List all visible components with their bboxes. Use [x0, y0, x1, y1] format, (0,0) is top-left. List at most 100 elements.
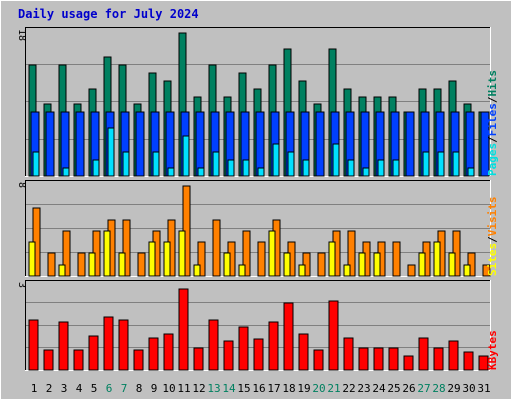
pages-bar [92, 159, 100, 177]
chart-title: Daily usage for July 2024 [18, 7, 199, 21]
files-bar [465, 111, 475, 177]
sites-bar [298, 264, 306, 277]
sites-bar [283, 252, 291, 277]
sites-bar [223, 252, 231, 277]
files-bar [45, 111, 55, 177]
kbytes-bar [343, 337, 354, 371]
panel-bottom: 3 KBytes [16, 280, 499, 371]
day-label: 16 [252, 382, 265, 395]
kbytes-bar [253, 338, 264, 371]
kbytes-bar [208, 319, 219, 371]
files-bar [135, 111, 145, 177]
sites-bar [373, 252, 381, 277]
pages-bar [452, 151, 460, 177]
sites-bar [268, 230, 276, 277]
sites-bar [418, 252, 426, 277]
legend-bottom: KBytes [486, 330, 499, 370]
visits-bar [407, 264, 416, 277]
pages-bar [362, 167, 370, 177]
sites-bar [148, 241, 156, 277]
visits-bar [137, 252, 146, 277]
kbytes-bar [403, 355, 414, 371]
kbytes-bar [223, 340, 234, 371]
day-label: 13 [207, 382, 220, 395]
day-label: 7 [121, 382, 128, 395]
pages-bar [167, 167, 175, 177]
pages-bar [377, 159, 385, 177]
visits-bar [212, 219, 221, 277]
sites-bar [463, 264, 471, 277]
day-label: 12 [192, 382, 205, 395]
pages-bar [62, 167, 70, 177]
day-label: 22 [342, 382, 355, 395]
legend-item: / [486, 136, 499, 143]
kbytes-bar [238, 326, 249, 371]
legend-top: Pages/Files/Hits [486, 70, 499, 176]
kbytes-bar [193, 347, 204, 371]
visits-bar [62, 230, 71, 277]
day-label: 2 [46, 382, 53, 395]
kbytes-bar [163, 333, 174, 371]
visits-bar [47, 252, 56, 277]
visits-bar [482, 264, 491, 277]
visits-bar [392, 241, 401, 277]
kbytes-bar [328, 300, 339, 371]
sites-bar [343, 264, 351, 277]
pages-bar [347, 159, 355, 177]
sites-bar [193, 264, 201, 277]
pages-bar [227, 159, 235, 177]
visits-bar [257, 241, 266, 277]
pages-bar [122, 151, 130, 177]
kbytes-bar [133, 349, 144, 371]
files-bar [75, 111, 85, 177]
files-bar [195, 111, 205, 177]
kbytes-bar [478, 355, 489, 371]
day-label: 18 [282, 382, 295, 395]
kbytes-bar [358, 347, 369, 371]
sites-bar [163, 241, 171, 277]
legend-middle: Sites/Visits [486, 197, 499, 277]
kbytes-bar [148, 337, 159, 371]
legend-item: / [486, 96, 499, 103]
kbytes-bar [118, 319, 129, 371]
kbytes-bar [463, 351, 474, 371]
sites-bar [88, 252, 96, 277]
day-label: 26 [402, 382, 415, 395]
pages-bar [332, 143, 340, 177]
files-bar [405, 111, 415, 177]
sites-bar [328, 241, 336, 277]
kbytes-bar [73, 349, 84, 371]
pages-bar [467, 167, 475, 177]
day-label: 5 [91, 382, 98, 395]
legend-item: Sites [486, 243, 499, 276]
day-label: 27 [417, 382, 430, 395]
pages-bar [287, 151, 295, 177]
kbytes-bar [28, 319, 39, 371]
day-label: 15 [237, 382, 250, 395]
sites-bar [433, 241, 441, 277]
kbytes-bar [418, 337, 429, 371]
ytick-max-label: 18 [16, 29, 27, 41]
legend-item: Pages [486, 143, 499, 176]
sites-bar [238, 264, 246, 277]
day-label: 3 [61, 382, 68, 395]
pages-bar [392, 159, 400, 177]
kbytes-bar [298, 333, 309, 371]
pages-bar [242, 159, 250, 177]
day-label: 29 [447, 382, 460, 395]
pages-bar [32, 151, 40, 177]
visits-bar [77, 252, 86, 277]
kbytes-bar [88, 335, 99, 371]
legend-item: Files [486, 103, 499, 136]
legend-item: KBytes [486, 330, 499, 370]
pages-bar [257, 167, 265, 177]
kbytes-bar [313, 349, 324, 371]
day-label: 31 [477, 382, 490, 395]
day-label: 4 [76, 382, 83, 395]
legend-item: Hits [486, 70, 499, 97]
kbytes-bar [283, 302, 294, 371]
sites-bar [178, 230, 186, 277]
